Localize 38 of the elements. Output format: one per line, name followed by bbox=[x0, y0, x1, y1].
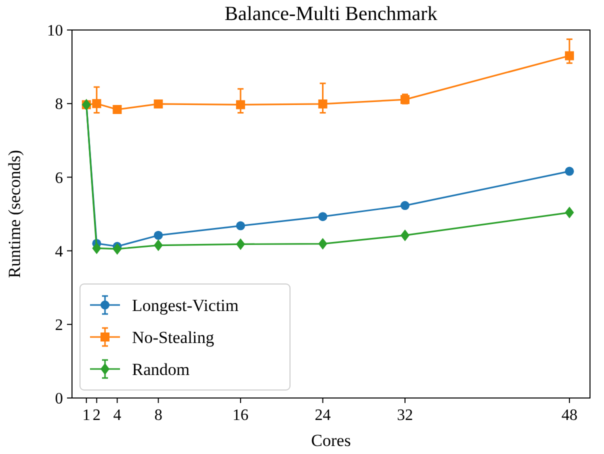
y-tick-label: 0 bbox=[55, 390, 63, 408]
point bbox=[318, 238, 328, 250]
point bbox=[112, 104, 122, 114]
x-tick-label: 48 bbox=[561, 407, 578, 424]
point bbox=[92, 242, 102, 254]
y-axis-title: Runtime (seconds) bbox=[5, 150, 24, 278]
chart-title: Balance-Multi Benchmark bbox=[224, 3, 438, 25]
point bbox=[92, 99, 102, 108]
point bbox=[112, 243, 122, 255]
x-tick-label: 4 bbox=[113, 407, 122, 424]
point bbox=[236, 100, 246, 110]
point bbox=[154, 230, 163, 240]
point bbox=[400, 201, 410, 210]
y-tick-label: 10 bbox=[47, 22, 63, 40]
x-tick-label: 8 bbox=[154, 407, 162, 424]
legend-label: No-Stealing bbox=[132, 328, 215, 347]
x-tick-label: 24 bbox=[314, 407, 331, 424]
legend-label: Longest-Victim bbox=[132, 296, 239, 315]
point bbox=[154, 99, 163, 108]
point bbox=[236, 238, 246, 250]
legend-label: Random bbox=[132, 360, 190, 379]
y-tick-label: 2 bbox=[55, 317, 63, 334]
point bbox=[318, 212, 328, 222]
x-tick-label: 16 bbox=[232, 407, 249, 424]
y-tick-label: 4 bbox=[55, 243, 63, 260]
y-tick-label: 8 bbox=[55, 96, 63, 114]
point bbox=[236, 221, 246, 230]
point bbox=[564, 206, 574, 218]
point bbox=[564, 166, 574, 176]
point bbox=[318, 99, 328, 108]
x-tick-label: 2 bbox=[92, 407, 101, 424]
point bbox=[564, 51, 574, 60]
y-tick-label: 6 bbox=[55, 170, 63, 187]
x-tick-label: 32 bbox=[397, 407, 413, 424]
point bbox=[154, 239, 163, 252]
x-tick-label: 1 bbox=[82, 407, 90, 424]
point bbox=[400, 229, 410, 242]
x-axis-title: Cores bbox=[311, 431, 351, 450]
